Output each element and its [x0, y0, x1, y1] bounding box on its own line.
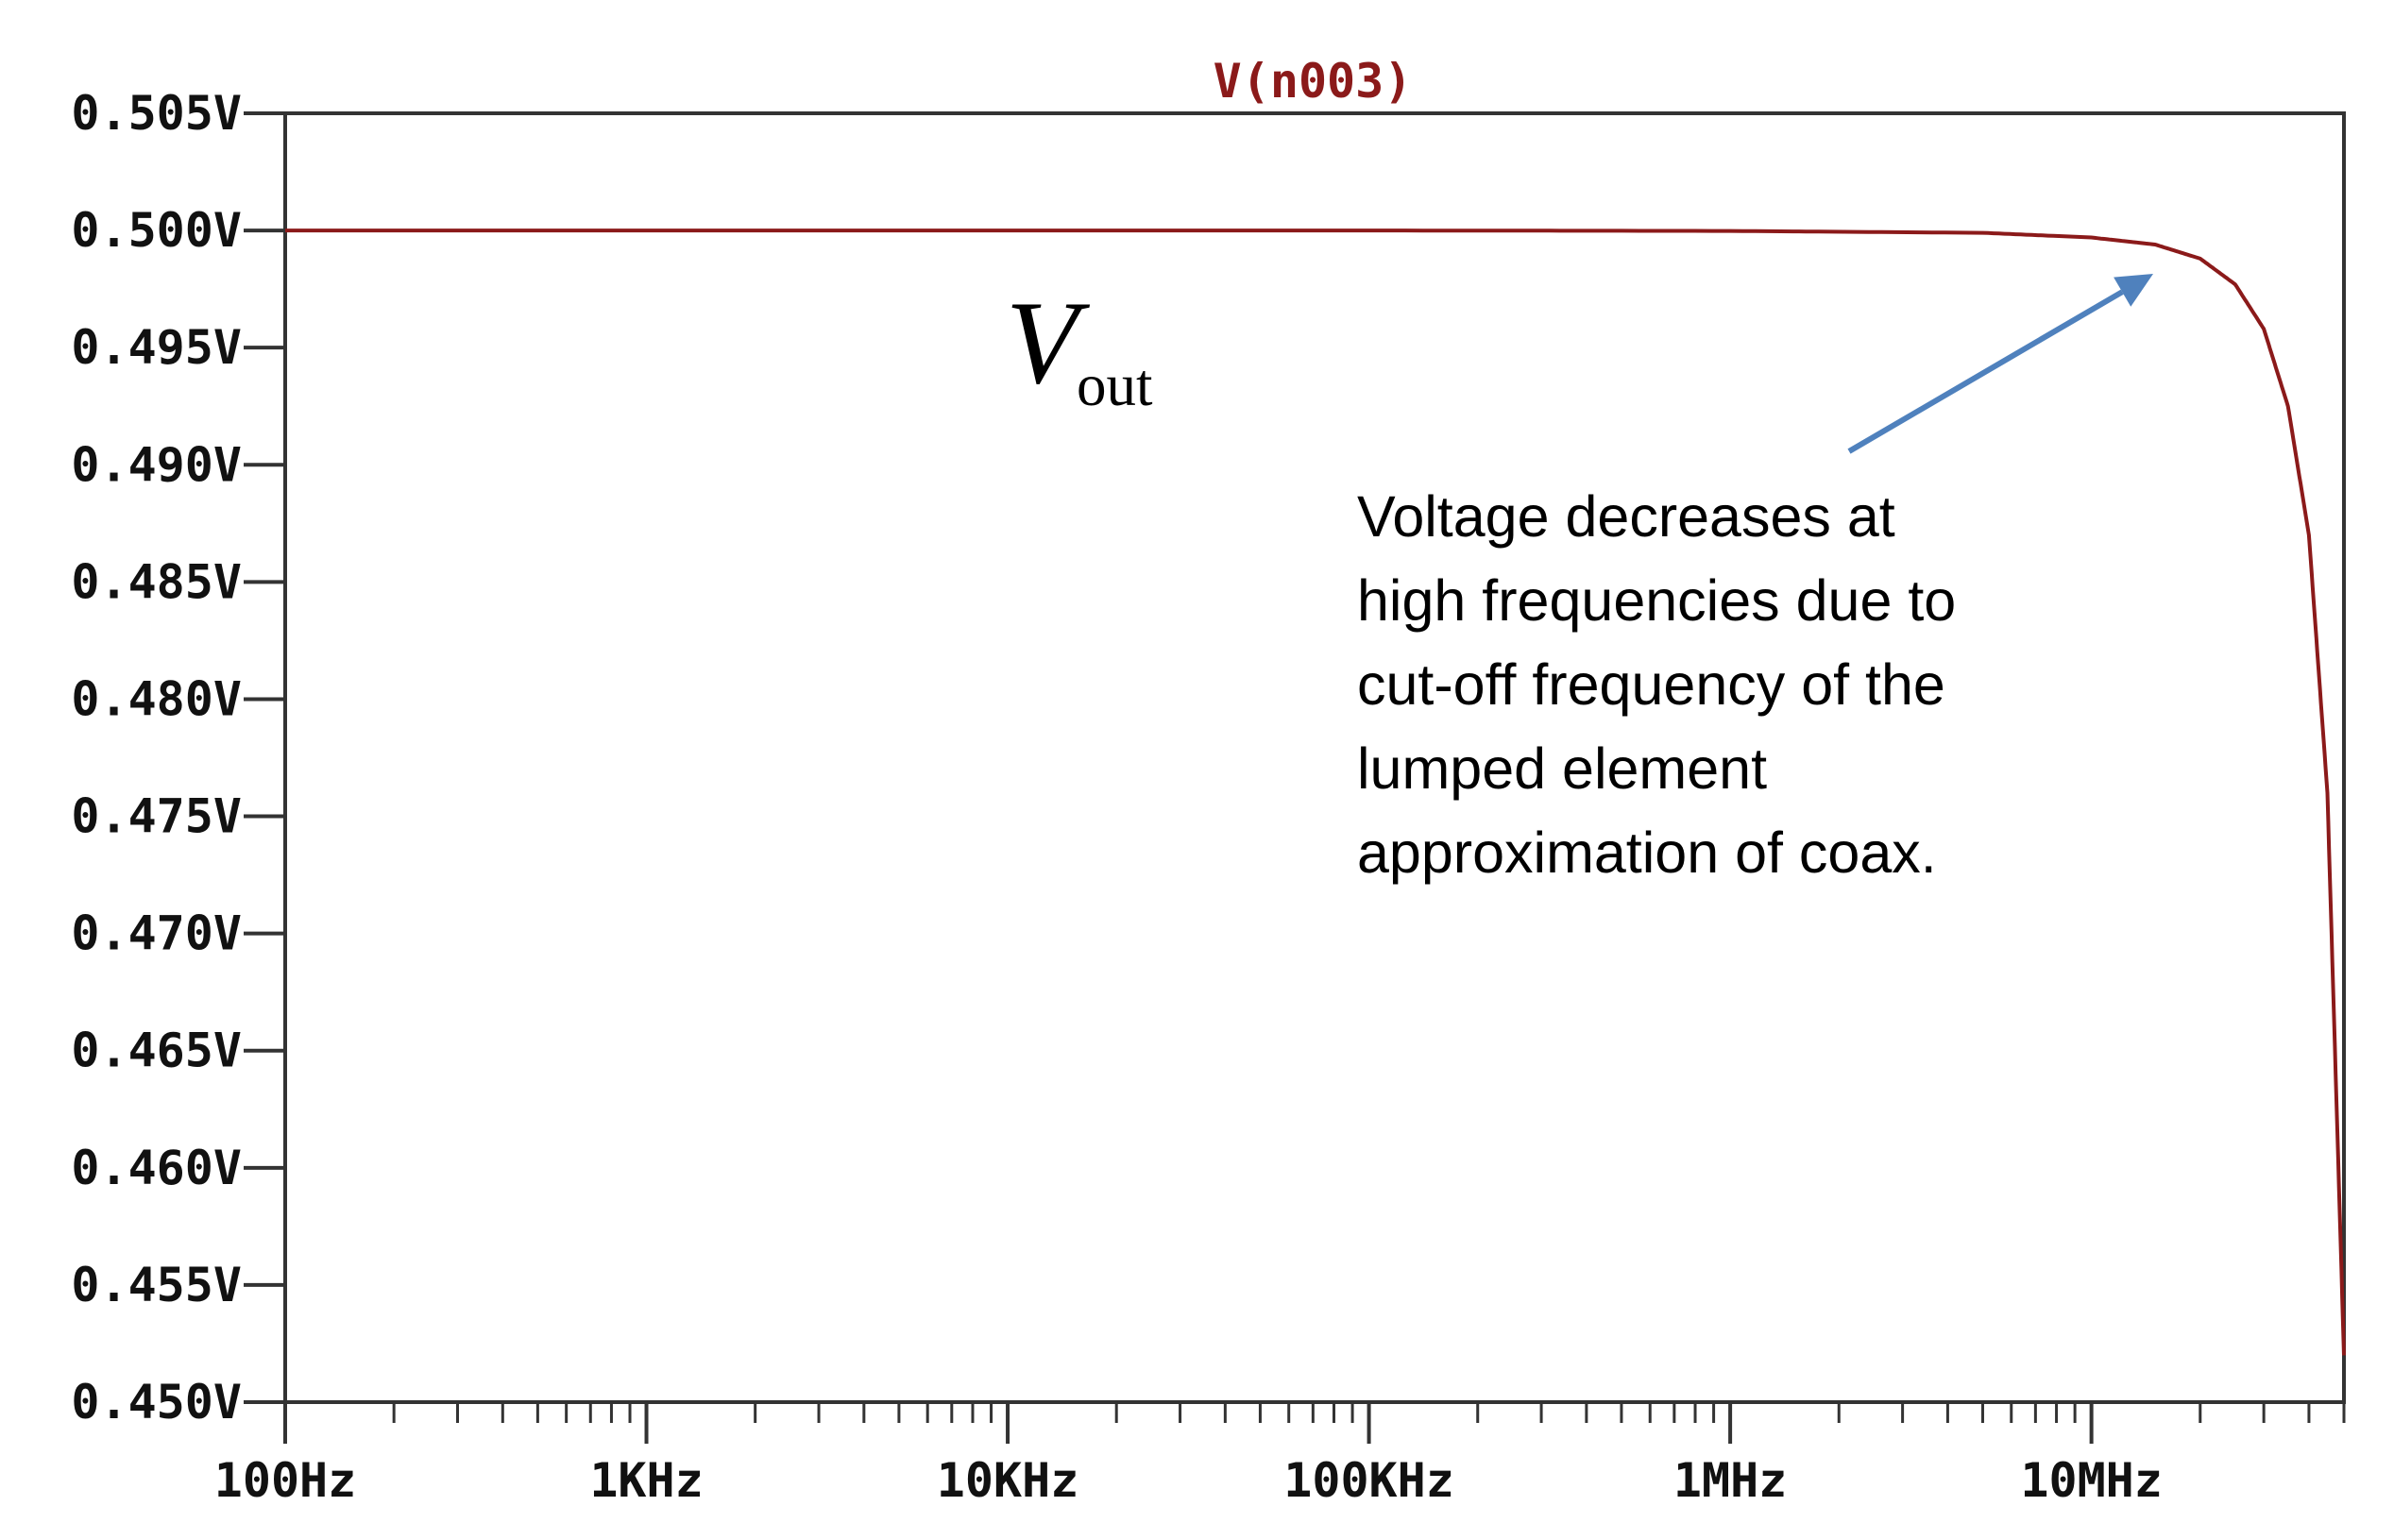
- annotation-arrow: [1847, 289, 2124, 454]
- y-tick-label: 0.455V: [71, 1258, 242, 1312]
- y-tick-label: 0.465V: [71, 1024, 242, 1078]
- x-tick-label: 1MHz: [1673, 1453, 1787, 1508]
- annotation-note-line: approximation of coax.: [1357, 821, 1937, 885]
- series-label-main: V: [1006, 278, 1091, 409]
- y-tick-label: 0.490V: [71, 437, 242, 492]
- series-line-0: [285, 228, 2346, 1356]
- annotation-group: V out Voltage decreases at high frequenci…: [1006, 274, 2153, 885]
- plot-frame: [283, 111, 2346, 1404]
- x-axis: 100Hz 1KHz 10KHz 100KHz 1MHz 10MHz: [214, 1402, 2346, 1508]
- x-tick-label: 100Hz: [214, 1453, 357, 1508]
- y-tick-label: 0.495V: [71, 320, 242, 375]
- y-tick-label: 0.460V: [71, 1141, 242, 1195]
- annotation-note-line: high frequencies due to: [1357, 568, 1956, 633]
- y-tick-label: 0.450V: [71, 1375, 242, 1430]
- annotation-note: Voltage decreases at high frequencies due…: [1357, 484, 1956, 885]
- y-tick-label: 0.485V: [71, 554, 242, 609]
- chart-title: V(n003): [1214, 54, 1413, 109]
- x-tick-label: 1KHz: [589, 1453, 703, 1508]
- y-axis: 0.505V 0.500V 0.495V 0.490V 0.485V 0.480V 0.47…: [71, 86, 2346, 1430]
- x-tick-label: 10MHz: [2020, 1453, 2163, 1508]
- y-tick-label: 0.505V: [71, 86, 242, 141]
- y-tick-label: 0.500V: [71, 203, 242, 258]
- annotation-note-line: Voltage decreases at: [1357, 484, 1895, 549]
- y-tick-label: 0.470V: [71, 906, 242, 961]
- x-tick-label: 100KHz: [1283, 1453, 1454, 1508]
- y-tick-label: 0.480V: [71, 671, 242, 726]
- annotation-arrowhead: [2114, 274, 2153, 307]
- series-label-sub: out: [1077, 352, 1153, 418]
- series-group: [285, 228, 2346, 1356]
- y-tick-label: 0.475V: [71, 789, 242, 844]
- x-tick-label: 10KHz: [937, 1453, 1079, 1508]
- series-label: V out: [1006, 278, 1153, 418]
- annotation-note-line: cut-off frequency of the: [1357, 652, 1945, 717]
- annotation-note-line: lumped element: [1357, 736, 1767, 801]
